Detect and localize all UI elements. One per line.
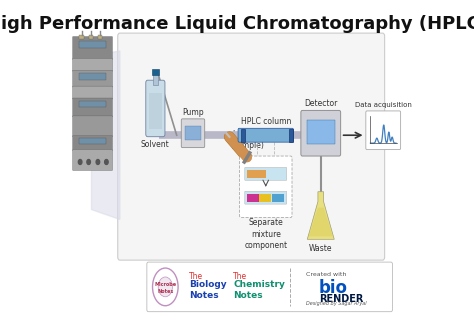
FancyBboxPatch shape (73, 136, 112, 151)
FancyBboxPatch shape (181, 119, 205, 148)
Circle shape (96, 159, 100, 164)
Text: Solvent: Solvent (141, 140, 170, 149)
Text: Designed By Sagar Aryal: Designed By Sagar Aryal (306, 301, 366, 306)
Polygon shape (309, 208, 333, 236)
Text: Injector
(sample): Injector (sample) (230, 130, 264, 149)
Bar (272, 194, 284, 202)
FancyBboxPatch shape (366, 111, 401, 149)
Text: Pump: Pump (182, 108, 204, 117)
FancyBboxPatch shape (73, 98, 112, 117)
Text: The: The (234, 272, 247, 281)
Bar (149, 92, 162, 129)
FancyBboxPatch shape (146, 80, 165, 137)
Bar (259, 194, 272, 202)
Bar (79, 138, 106, 144)
FancyBboxPatch shape (118, 33, 384, 260)
Bar (79, 100, 106, 108)
FancyBboxPatch shape (239, 156, 292, 218)
Text: Microbe: Microbe (154, 283, 176, 287)
Bar (307, 120, 335, 144)
FancyBboxPatch shape (147, 262, 392, 312)
Circle shape (105, 159, 108, 164)
Text: Notes: Notes (157, 289, 173, 294)
Bar (246, 170, 266, 178)
FancyBboxPatch shape (73, 58, 112, 71)
FancyBboxPatch shape (73, 36, 112, 60)
Text: Detector: Detector (304, 100, 337, 108)
Bar (289, 129, 293, 142)
Circle shape (87, 159, 91, 164)
Text: bio: bio (319, 279, 347, 297)
Bar (152, 69, 159, 75)
Bar (185, 126, 201, 140)
Text: Biology
Notes: Biology Notes (190, 280, 227, 300)
Text: High Performance Liquid Chromatography (HPLC): High Performance Liquid Chromatography (… (0, 15, 474, 33)
Bar (89, 35, 93, 39)
Text: Created with: Created with (306, 272, 346, 277)
Circle shape (78, 159, 82, 164)
FancyBboxPatch shape (73, 149, 112, 171)
Text: RENDER: RENDER (319, 294, 363, 304)
Polygon shape (91, 51, 120, 220)
FancyBboxPatch shape (245, 191, 287, 204)
FancyBboxPatch shape (301, 110, 341, 156)
Bar (98, 35, 102, 39)
FancyBboxPatch shape (245, 167, 287, 180)
Text: Waste: Waste (309, 244, 332, 253)
Ellipse shape (153, 268, 178, 306)
Bar (153, 73, 158, 85)
Bar (246, 194, 259, 202)
FancyBboxPatch shape (238, 128, 293, 142)
FancyBboxPatch shape (73, 116, 112, 137)
Bar (80, 35, 84, 39)
FancyBboxPatch shape (73, 86, 112, 99)
Text: Chemistry
Notes: Chemistry Notes (234, 280, 285, 300)
Bar (79, 41, 106, 48)
Bar (240, 129, 245, 142)
FancyBboxPatch shape (73, 70, 112, 87)
Text: Data acquisition: Data acquisition (355, 102, 411, 108)
Bar (79, 73, 106, 80)
Polygon shape (307, 192, 334, 239)
Text: HPLC column: HPLC column (241, 117, 291, 126)
Text: The: The (190, 272, 203, 281)
Text: Separate
mixture
component: Separate mixture component (244, 219, 287, 250)
Circle shape (158, 277, 173, 297)
